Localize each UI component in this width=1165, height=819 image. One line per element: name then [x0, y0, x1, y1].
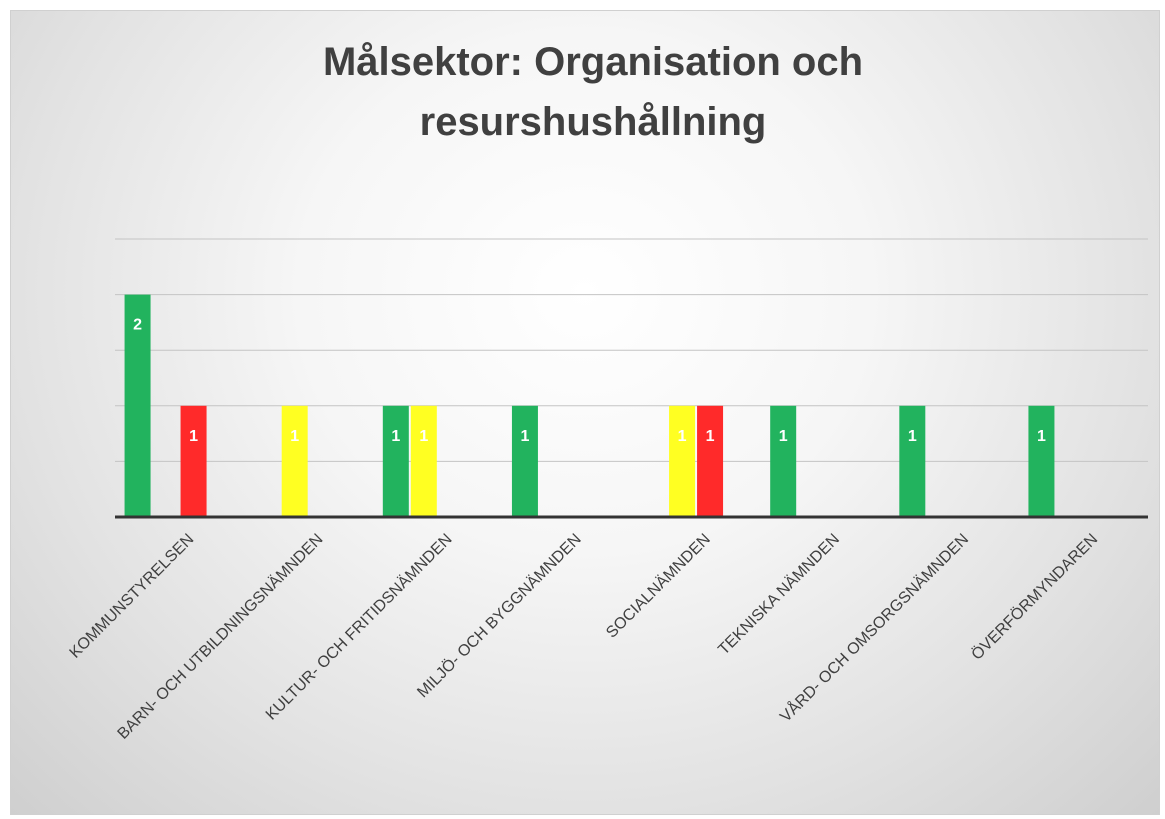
bar: [124, 294, 151, 517]
data-label: 1: [189, 428, 198, 445]
data-label: 1: [908, 428, 917, 445]
data-label: 1: [706, 428, 715, 445]
bar: [770, 405, 797, 517]
x-tick-label: BARN- OCH UTBILDNINGSNÄMNDEN: [114, 530, 327, 743]
data-label: 1: [1037, 428, 1046, 445]
chart-title: Målsektor: Organisation och resurshushål…: [322, 40, 864, 144]
data-label: 1: [419, 428, 428, 445]
x-tick-label: ÖVERFÖRMYNDAREN: [968, 530, 1101, 663]
data-label: 1: [520, 428, 529, 445]
bar: [697, 405, 724, 517]
bar: [899, 405, 926, 517]
bar: [180, 405, 207, 517]
data-label: 2: [133, 317, 142, 334]
data-label: 1: [779, 428, 788, 445]
bar: [410, 405, 437, 517]
data-label: 1: [678, 428, 687, 445]
bar: [382, 405, 409, 517]
x-tick-label: SOCIALNÄMNDEN: [602, 530, 713, 641]
x-tick-label: TEKNISKA NÄMNDEN: [715, 530, 843, 658]
x-tick-label: KOMMUNSTYRELSEN: [67, 531, 198, 662]
bar: [669, 405, 696, 517]
bar: [511, 405, 538, 517]
data-label: 1: [290, 428, 299, 445]
bar: [1028, 405, 1055, 517]
data-label: 1: [391, 428, 400, 445]
bar: [281, 405, 308, 517]
